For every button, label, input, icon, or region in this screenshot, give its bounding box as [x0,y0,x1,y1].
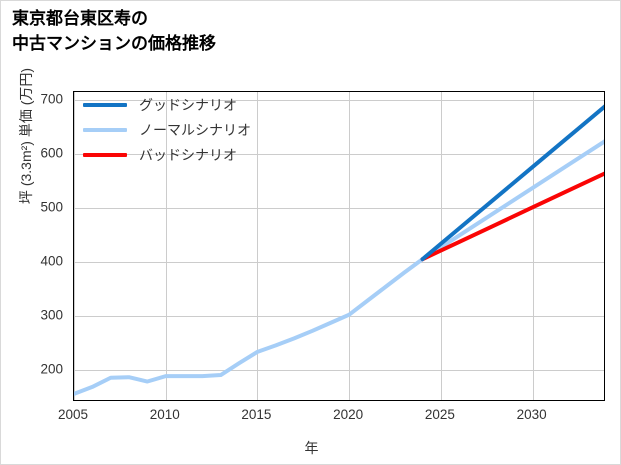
gridline-vertical [165,92,167,400]
gridline-vertical [257,92,259,400]
legend-item-label: ノーマルシナリオ [139,121,251,138]
gridline-vertical [532,92,534,400]
x-tick-label: 2015 [241,407,272,422]
y-tick-label: 200 [40,361,63,377]
series-lines [74,104,604,396]
x-tick-label: 2030 [516,407,547,422]
series-line [420,171,604,262]
legend-color-swatch [83,102,127,107]
y-tick-label: 700 [40,91,63,107]
gridline-vertical [74,92,75,400]
gridline-horizontal [74,100,604,102]
x-tick-label: 2005 [57,407,89,422]
legend-color-swatch [83,152,127,157]
x-tick-label: 2010 [149,407,180,422]
x-axis-label: 年 [304,440,319,456]
gridline-vertical [349,92,351,400]
legend-item[interactable]: ノーマルシナリオ [83,121,251,138]
y-tick-label: 400 [40,253,63,269]
y-tick-label: 500 [40,199,63,215]
y-tick-label: 300 [40,307,63,323]
legend-item-label: グッドシナリオ [139,96,237,113]
chart-legend: グッドシナリオ ノーマルシナリオ バッドシナリオ [83,96,251,163]
chart-title: 東京都台東区寿の 中古マンションの価格推移 [12,9,216,53]
y-tick-label: 600 [40,145,63,161]
x-tick-label: 2020 [333,407,364,422]
series-line [74,139,604,396]
legend-item-label: バッドシナリオ [139,146,237,163]
legend-color-swatch [83,127,127,132]
gridline-horizontal [74,207,604,209]
plot-area [73,91,605,401]
gridline-horizontal [74,261,604,263]
gridline-horizontal [74,369,604,371]
series-line [420,104,604,262]
gridline-horizontal [74,154,604,155]
x-tick-label: 2025 [424,407,455,422]
legend-item[interactable]: グッドシナリオ [83,96,251,113]
legend-item[interactable]: バッドシナリオ [83,146,251,163]
gridline-horizontal [74,315,604,317]
y-axis-label: 坪 (3.3m²) 単価 (万円) [18,67,34,205]
